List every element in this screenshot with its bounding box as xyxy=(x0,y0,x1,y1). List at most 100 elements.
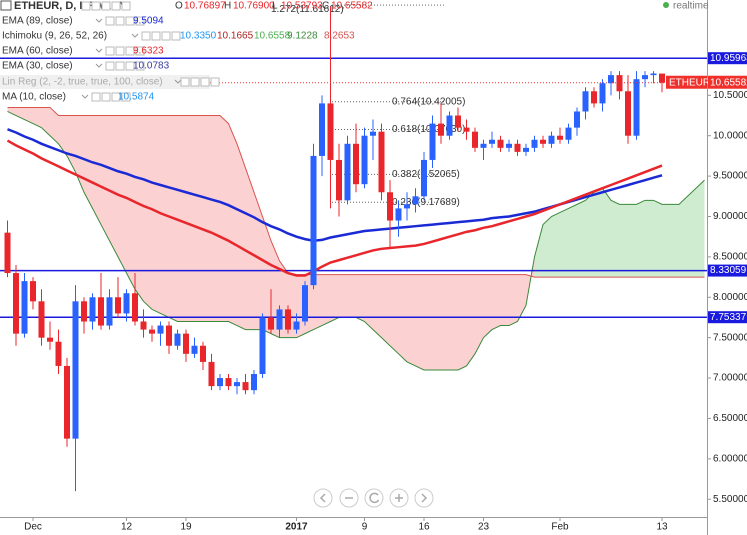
cloud-segment xyxy=(611,200,620,278)
candle-body xyxy=(115,297,121,314)
legend-button[interactable] xyxy=(171,31,181,41)
candle-body xyxy=(81,301,87,322)
candle-body xyxy=(514,143,521,152)
indicator-value: 10.3350 xyxy=(180,31,217,42)
legend-button[interactable] xyxy=(190,77,200,87)
ohlc-label: H xyxy=(224,1,231,12)
legend-button[interactable] xyxy=(125,46,135,56)
legend-row: EMA (60, close) 9.6323 xyxy=(2,46,164,57)
legend-button[interactable] xyxy=(121,92,131,102)
legend-button[interactable] xyxy=(105,16,115,26)
cloud-segment xyxy=(228,123,237,326)
cloud-segment xyxy=(262,216,271,334)
cloud-segment xyxy=(483,274,492,338)
legend-button[interactable] xyxy=(135,16,145,26)
legend-button[interactable] xyxy=(81,1,91,11)
candle-body xyxy=(616,75,623,92)
cloud-segment xyxy=(424,274,433,370)
legend-button[interactable] xyxy=(111,1,121,11)
legend-button[interactable] xyxy=(161,31,171,41)
cloud-segment xyxy=(67,115,76,173)
legend-button[interactable] xyxy=(91,1,101,11)
candle-body xyxy=(47,337,53,342)
legend-button[interactable] xyxy=(101,1,111,11)
legend-button[interactable] xyxy=(101,92,111,102)
cloud-segment xyxy=(407,274,416,366)
cloud-segment xyxy=(466,274,475,366)
scroll-left-button[interactable] xyxy=(313,488,333,508)
candle-body xyxy=(13,273,19,334)
cloud-segment xyxy=(441,274,450,370)
candle-body xyxy=(319,103,325,156)
legend-row: EMA (89, close) 9.5094 xyxy=(2,16,164,27)
legend-button[interactable] xyxy=(115,61,125,71)
candle-body xyxy=(650,73,657,76)
legend-button[interactable] xyxy=(141,31,151,41)
candle-body xyxy=(191,345,198,354)
legend-button[interactable] xyxy=(151,31,161,41)
cloud-segment xyxy=(254,192,263,330)
legend-button[interactable] xyxy=(125,61,135,71)
candle-body xyxy=(540,139,546,144)
candle-body xyxy=(200,345,206,362)
x-tick-label: 2017 xyxy=(285,522,308,533)
legend-button[interactable] xyxy=(135,46,145,56)
dropdown-arrow[interactable] xyxy=(81,94,89,99)
legend-button[interactable] xyxy=(180,77,190,87)
candle-body xyxy=(276,309,283,330)
cloud-segment xyxy=(364,274,373,330)
candle-body xyxy=(208,361,215,387)
cloud-segment xyxy=(619,204,628,278)
indicator-value: 10.5874 xyxy=(118,92,155,103)
legend-button[interactable] xyxy=(115,16,125,26)
last-symbol: ETHEUR xyxy=(669,77,710,88)
candle-body xyxy=(642,75,648,80)
legend-button[interactable] xyxy=(115,46,125,56)
legend-icon xyxy=(0,0,12,11)
cloud-segment xyxy=(509,274,518,326)
indicator-name: Ichimoku (9, 26, 52, 26) xyxy=(2,31,107,42)
candle-body xyxy=(353,143,359,185)
indicator-value: 9.6323 xyxy=(133,46,164,57)
candle-body xyxy=(489,139,495,144)
dropdown-arrow[interactable] xyxy=(131,33,139,38)
price-tag xyxy=(708,264,747,277)
indicator-value: 10.0783 xyxy=(133,61,170,72)
candle-body xyxy=(523,147,529,152)
indicator-name: EMA (60, close) xyxy=(2,46,73,57)
legend-button[interactable] xyxy=(125,16,135,26)
candle-body xyxy=(395,208,402,221)
x-tick-label: 9 xyxy=(362,522,368,533)
cloud-segment xyxy=(662,204,671,278)
candle-body xyxy=(327,103,334,160)
legend-button[interactable] xyxy=(121,1,131,11)
fib-label: 1.272(11.61612) xyxy=(271,4,344,15)
cloud-segment xyxy=(220,115,229,322)
candle-body xyxy=(234,382,240,387)
cloud-segment xyxy=(135,115,144,302)
nav-buttons[interactable] xyxy=(313,488,434,508)
dropdown-arrow[interactable] xyxy=(95,18,103,23)
ohlc-value: 10.53793 xyxy=(281,1,323,12)
legend-button[interactable] xyxy=(210,77,220,87)
legend-button[interactable] xyxy=(105,46,115,56)
indicator-value: 10.1665 xyxy=(217,31,254,42)
legend-button[interactable] xyxy=(91,92,101,102)
dropdown-arrow[interactable] xyxy=(95,48,103,53)
legend-button[interactable] xyxy=(111,92,121,102)
dropdown-arrow[interactable] xyxy=(174,79,182,84)
symbol-title: ETHEUR, D, KRAKEN xyxy=(14,0,127,12)
candle-body xyxy=(378,131,385,193)
legend-button[interactable] xyxy=(105,61,115,71)
legend-button[interactable] xyxy=(200,77,210,87)
cloud-segment xyxy=(186,115,195,322)
cloud-segment xyxy=(543,216,552,278)
cloud-segment xyxy=(177,115,186,322)
reset-button[interactable] xyxy=(364,488,384,508)
x-tick-label: 13 xyxy=(656,522,668,533)
legend-button[interactable] xyxy=(135,61,145,71)
scroll-right-button[interactable] xyxy=(414,488,434,508)
dropdown-arrow[interactable] xyxy=(95,63,103,68)
y-tick-label: 7.50000 xyxy=(713,332,747,343)
